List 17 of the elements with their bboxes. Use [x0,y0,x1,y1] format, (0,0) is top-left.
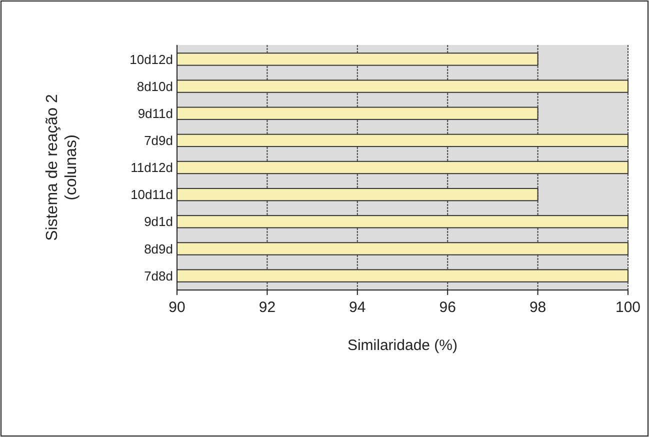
y-tick-label: 9d11d [138,106,173,121]
y-tick-label: 7d9d [144,132,173,148]
y-tick-label: 9d1d [144,214,173,230]
x-tick-label: 96 [439,299,456,316]
x-tick-label: 90 [168,299,186,316]
y-tick-label: 10d12d [130,52,173,67]
x-tick-label: 100 [615,299,641,316]
y-tick-label: 10d11d [130,187,173,202]
x-tick-label: 94 [349,299,366,316]
x-tick-label: 98 [529,299,546,316]
y-tick-label: 8d10d [136,78,173,94]
y-axis-title: Sistema de reação 2 (colunas) [44,94,80,241]
y-tick-label: 8d9d [144,241,173,256]
y-tick-label: 11d12d [130,160,173,176]
x-axis-title: Similaridade (%) [347,337,458,354]
x-tick-label: 92 [258,299,276,316]
y-tick-label: 7d8d [144,268,173,284]
